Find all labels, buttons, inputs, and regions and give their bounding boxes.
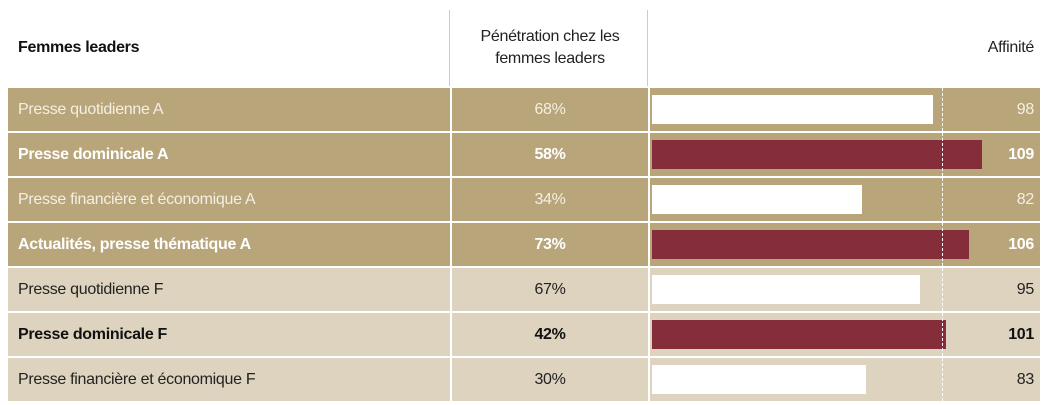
affinity-bar <box>652 95 934 124</box>
penetration-value: 67% <box>534 280 566 298</box>
affinity-value: 95 <box>1016 280 1035 298</box>
affinity-bar <box>652 140 983 169</box>
header-label: Femmes leaders <box>18 39 140 56</box>
row-label: Actualités, presse thématique A <box>18 235 251 253</box>
header-background <box>8 10 1040 86</box>
row-background <box>8 133 450 176</box>
row-label: Presse dominicale F <box>18 325 168 343</box>
affinity-bar <box>652 275 920 304</box>
row-label: Presse financière et économique F <box>18 370 256 388</box>
row-background <box>8 178 450 221</box>
header-affinity: Affinité <box>987 39 1035 56</box>
row-background <box>452 88 648 131</box>
row-background <box>452 268 648 311</box>
header-divider <box>449 10 450 86</box>
affinity-value: 106 <box>1008 235 1034 253</box>
penetration-value: 58% <box>534 145 566 163</box>
penetration-value: 34% <box>534 190 566 208</box>
row-background <box>8 313 450 356</box>
row-background <box>8 88 450 131</box>
row-background <box>452 133 648 176</box>
row-background <box>452 313 648 356</box>
affinity-bar <box>652 185 862 214</box>
row-label: Presse quotidienne A <box>18 100 164 118</box>
row-background <box>452 178 648 221</box>
affinity-bar <box>652 320 947 349</box>
row-background <box>8 358 450 401</box>
affinity-bar <box>652 365 867 394</box>
affinity-value: 98 <box>1016 100 1035 118</box>
affinity-value: 109 <box>1008 145 1034 163</box>
penetration-value: 73% <box>534 235 566 253</box>
row-background <box>452 358 648 401</box>
affinity-value: 83 <box>1016 370 1035 388</box>
row-label: Presse financière et économique A <box>18 190 256 208</box>
row-label: Presse quotidienne F <box>18 280 164 298</box>
row-background <box>8 268 450 311</box>
row-label: Presse dominicale A <box>18 145 169 163</box>
penetration-value: 42% <box>534 325 566 343</box>
row-background <box>452 223 648 266</box>
affinity-value: 82 <box>1016 190 1035 208</box>
affinity-bar <box>652 230 969 259</box>
row-background <box>8 223 450 266</box>
header-penetration: Pénétration chez les femmes leaders <box>480 28 620 67</box>
header-divider <box>647 10 648 86</box>
penetration-value: 30% <box>534 370 566 388</box>
penetration-value: 68% <box>534 100 566 118</box>
affinity-value: 101 <box>1008 325 1034 343</box>
reference-line <box>942 88 943 401</box>
